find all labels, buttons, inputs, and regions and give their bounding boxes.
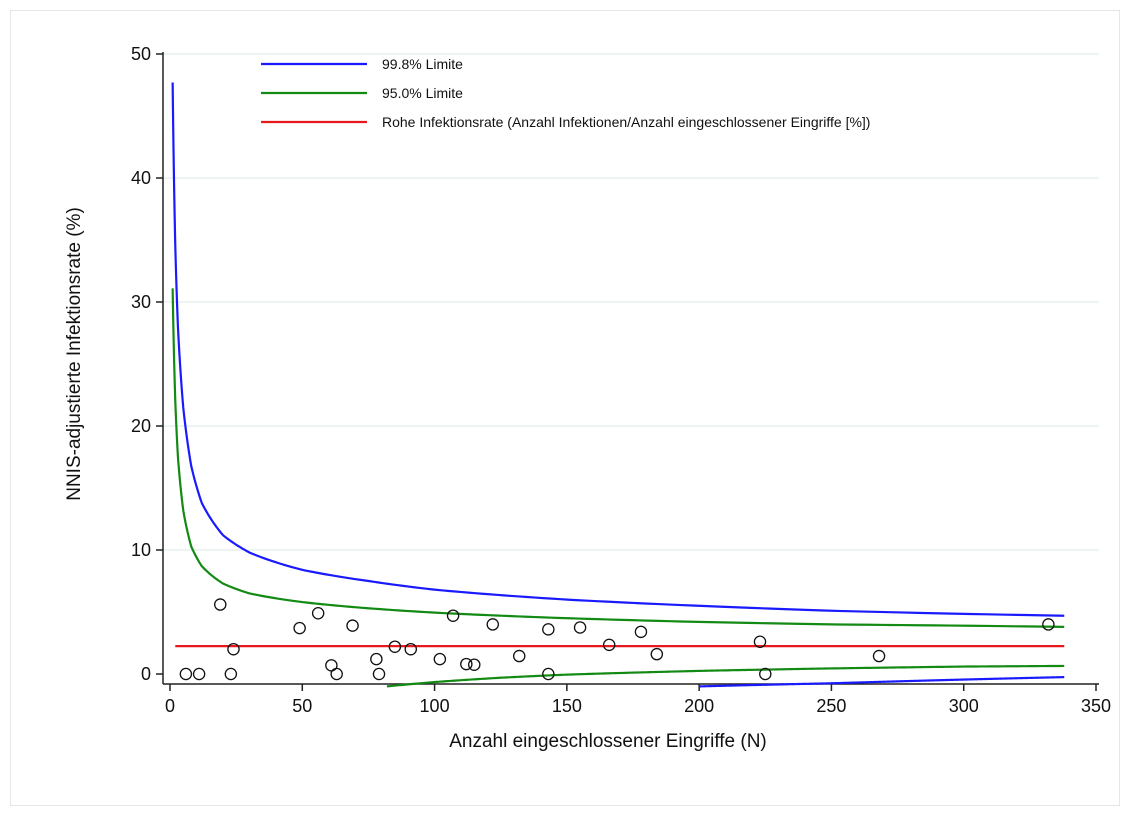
- data-point: [372, 667, 386, 681]
- series-line-0-segment-1: [699, 676, 1065, 688]
- data-point: [370, 652, 383, 666]
- data-point: [468, 658, 481, 671]
- data-point: [224, 667, 238, 681]
- y-tick-label: 30: [131, 292, 151, 312]
- x-tick-label: 200: [684, 696, 714, 716]
- data-point: [486, 618, 500, 631]
- x-tick-label: 150: [552, 696, 582, 716]
- data-point: [433, 652, 447, 666]
- y-tick-label: 40: [131, 168, 151, 188]
- data-point: [330, 667, 343, 681]
- data-point: [192, 667, 206, 681]
- funnel-plot: 0 10 20 30 40 50 0 50 100 150 200 250 300 350 99.8% L…: [64, 44, 1111, 752]
- x-tick-label: 50: [292, 696, 312, 716]
- y-tick-label: 20: [131, 416, 151, 436]
- series-line-1-segment-0: [171, 288, 1065, 628]
- data-point: [872, 649, 886, 663]
- data-point: [214, 598, 227, 611]
- data-point: [460, 657, 473, 671]
- chart-frame: 0 10 20 30 40 50 0 50 100 150 200 250 300 350 99.8% L…: [10, 10, 1120, 806]
- data-point: [446, 609, 460, 622]
- legend-label: 95.0% Limite: [382, 85, 463, 101]
- data-point: [512, 649, 526, 663]
- data-point: [573, 621, 587, 634]
- x-tick-label: 0: [165, 696, 175, 716]
- data-point: [602, 638, 616, 652]
- legend: 99.8% Limite 95.0% Limite Rohe Infektionsr…: [261, 56, 870, 130]
- data-point: [388, 640, 402, 653]
- y-tick-label: 50: [131, 44, 151, 64]
- data-point: [753, 635, 767, 649]
- y-tick-label: 0: [141, 664, 151, 684]
- data-point: [346, 619, 359, 632]
- x-axis-title: Anzahl eingeschlossener Eingriffe (N): [449, 731, 767, 752]
- data-point: [759, 667, 772, 681]
- y-tick-label: 10: [131, 540, 151, 560]
- y-axis-title: NNIS-adjustierte Infektionsrate (%): [64, 207, 85, 501]
- data-point: [542, 623, 555, 636]
- axes: 0 10 20 30 40 50 0 50 100 150 200 250 300 350: [131, 44, 1111, 716]
- x-tick-label: 300: [949, 696, 979, 716]
- x-tick-label: 250: [816, 696, 846, 716]
- series-lines: [171, 82, 1065, 688]
- data-point: [311, 606, 325, 620]
- data-point: [1042, 618, 1055, 631]
- data-point: [293, 621, 306, 635]
- legend-label: Rohe Infektionsrate (Anzahl Infektionen/…: [382, 114, 870, 130]
- data-points: [179, 598, 1055, 681]
- series-line-1-segment-1: [386, 664, 1065, 688]
- data-point: [404, 642, 418, 656]
- x-tick-label: 350: [1081, 696, 1111, 716]
- gridlines: [163, 53, 1099, 551]
- legend-label: 99.8% Limite: [382, 56, 463, 72]
- series-line-0-segment-0: [171, 82, 1065, 617]
- data-point: [542, 667, 555, 681]
- data-point: [634, 625, 648, 639]
- data-point: [227, 642, 240, 656]
- data-point: [179, 667, 193, 681]
- x-tick-label: 100: [420, 696, 450, 716]
- data-point: [650, 647, 664, 661]
